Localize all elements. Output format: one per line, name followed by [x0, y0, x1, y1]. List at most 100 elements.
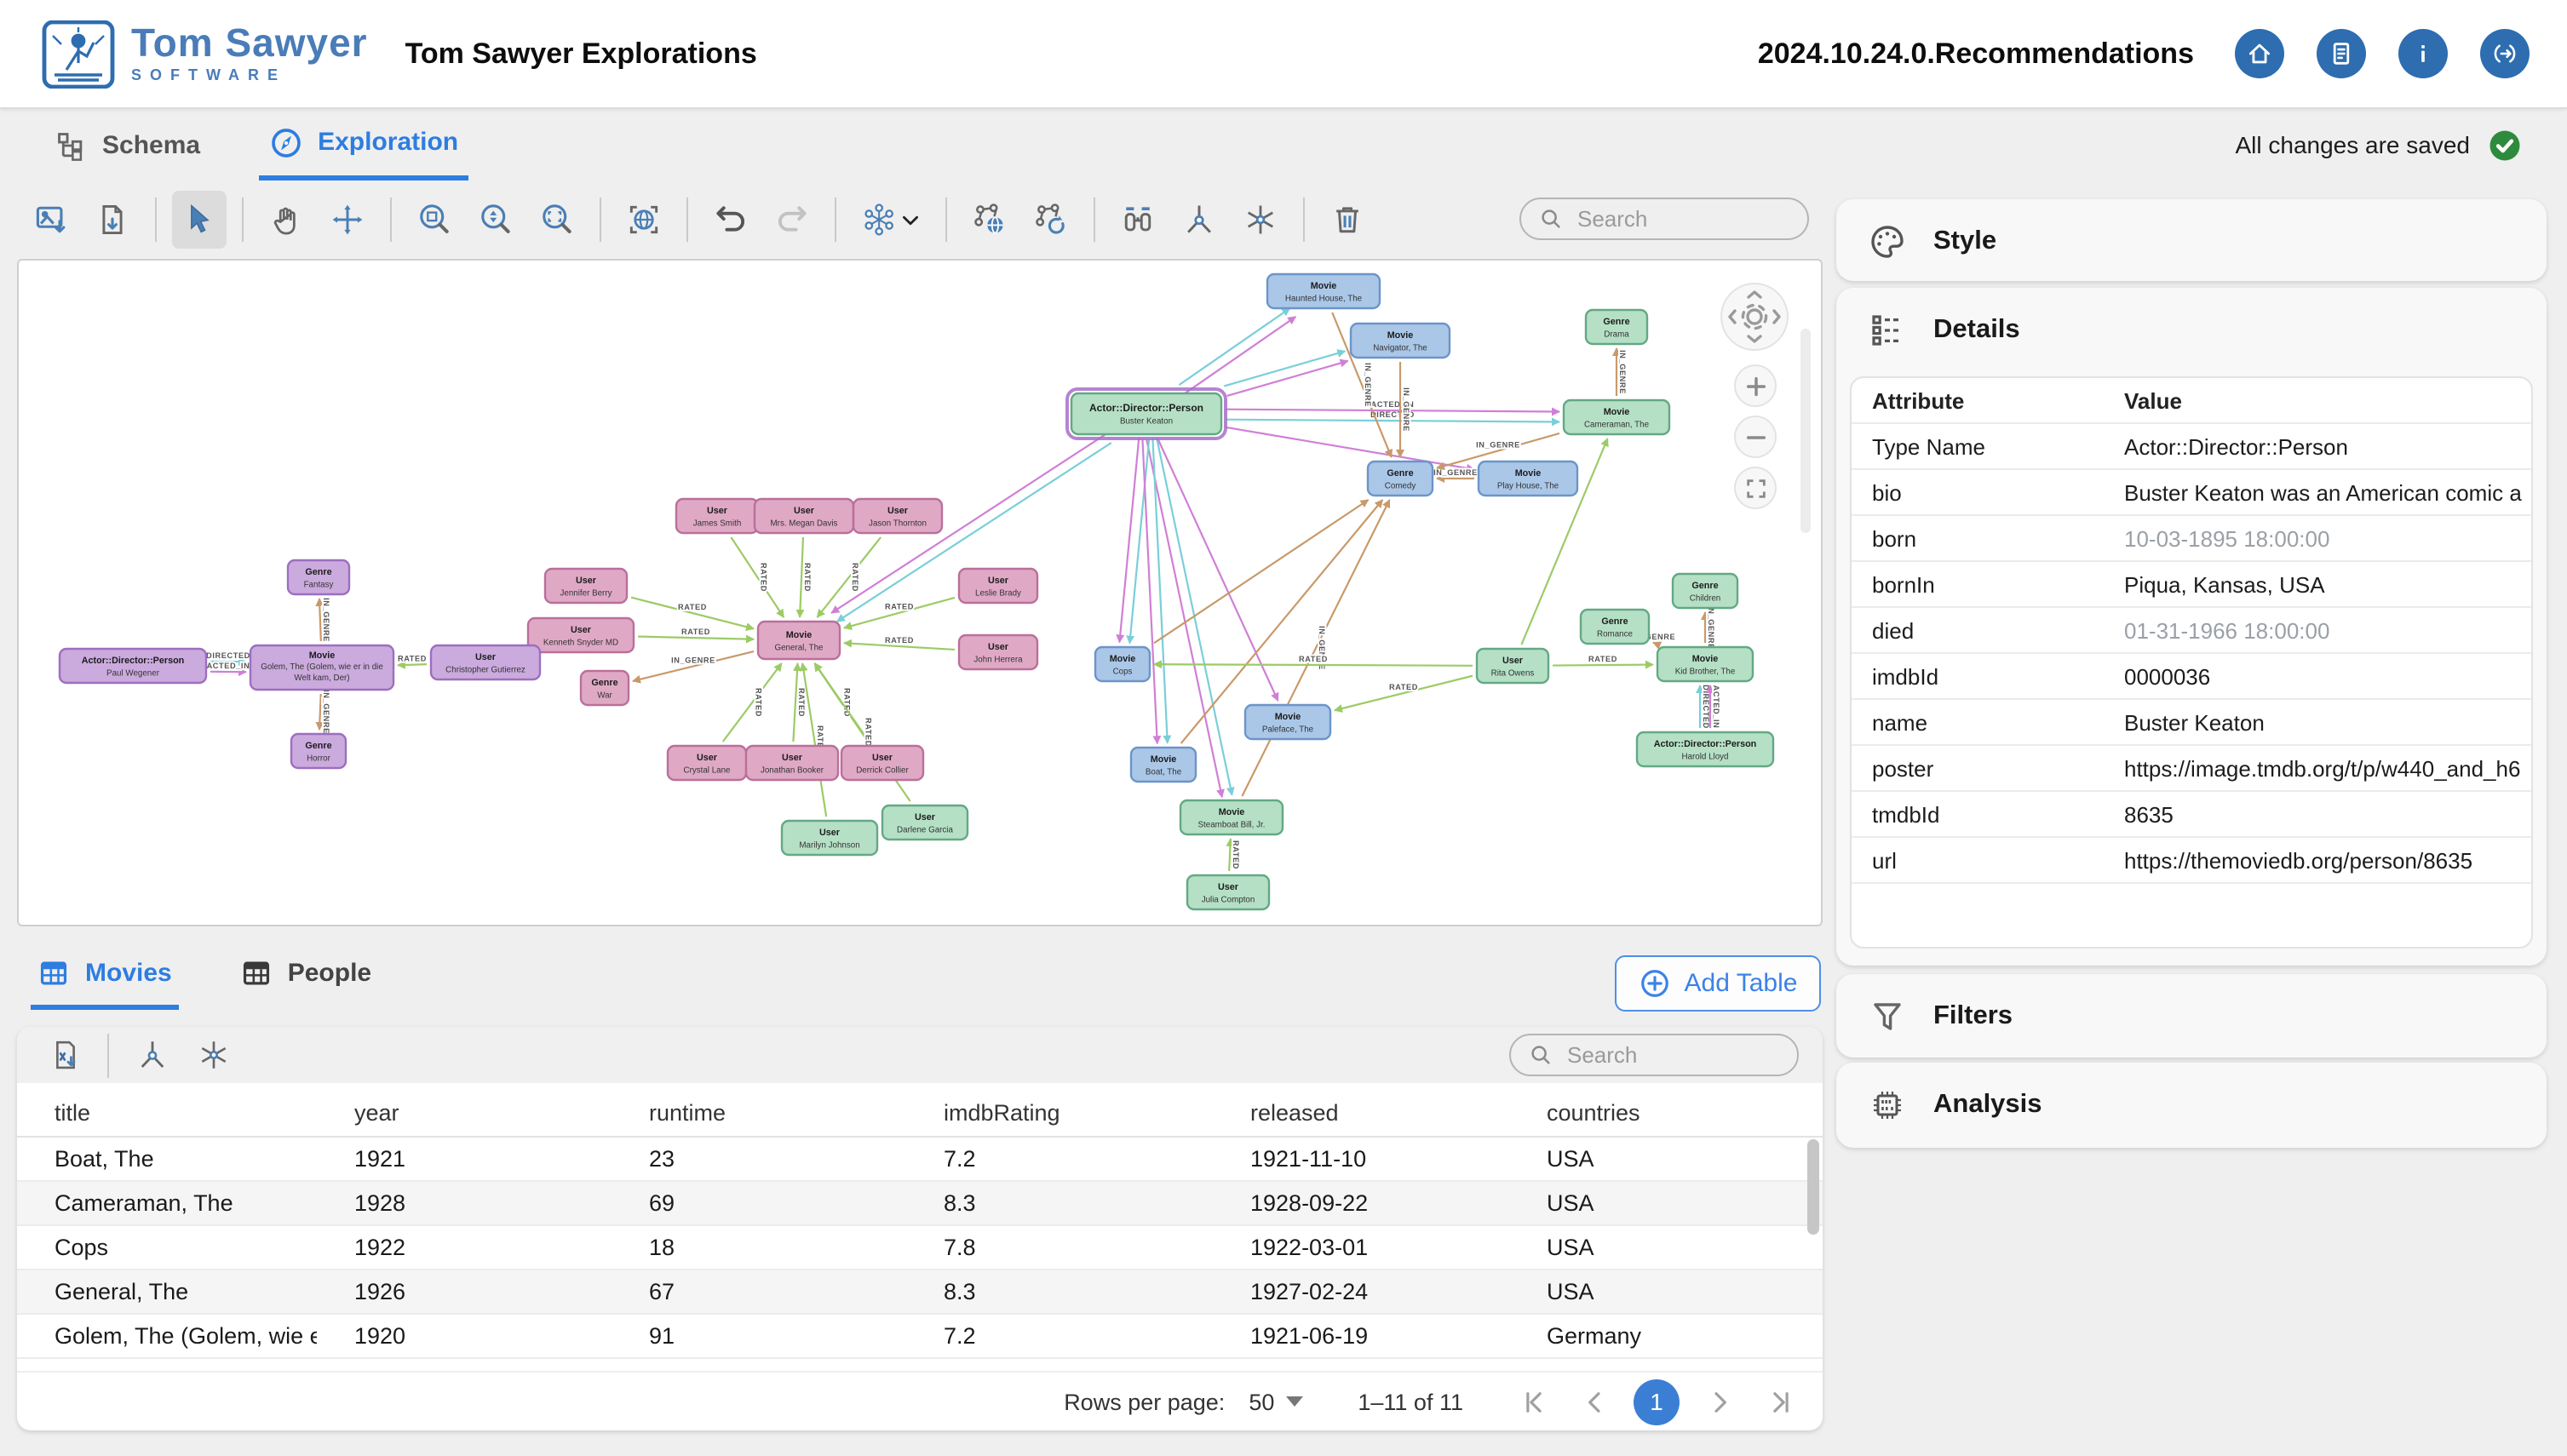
- column-header-countries[interactable]: countries: [1547, 1099, 1640, 1125]
- graph-node-war[interactable]: Genre War: [579, 669, 630, 707]
- graph-node-clane[interactable]: User Crystal Lane: [666, 744, 748, 782]
- graph-node-drama[interactable]: Genre Drama: [1584, 308, 1649, 346]
- graph-node-cgutierrez[interactable]: User Christopher Gutierrez: [429, 644, 542, 681]
- redo-button[interactable]: [765, 191, 819, 249]
- column-header-title[interactable]: title: [55, 1099, 91, 1125]
- find-button[interactable]: [1111, 191, 1165, 249]
- graph-canvas[interactable]: DIRECTED ACTED_IN RATED IN_GENRE IN_GENRE RAT…: [17, 259, 1823, 926]
- star-routing-button[interactable]: [186, 1027, 240, 1084]
- move-tool-button[interactable]: [320, 191, 375, 249]
- details-panel-header[interactable]: Details: [1836, 288, 2547, 373]
- graph-node-general[interactable]: Movie General, The: [756, 620, 841, 661]
- graph-node-romance[interactable]: Genre Romance: [1579, 608, 1651, 645]
- tab-schema[interactable]: Schema: [44, 109, 210, 181]
- next-page-button[interactable]: [1697, 1379, 1741, 1424]
- graph-nav-pad[interactable]: [1722, 284, 1787, 349]
- graph-search-input[interactable]: [1574, 204, 1785, 233]
- style-panel[interactable]: Style: [1836, 199, 2547, 281]
- table-search-input[interactable]: [1564, 1040, 1775, 1069]
- graph-node-boat[interactable]: Movie Boat, The: [1129, 746, 1197, 783]
- edge-label: RATED: [1588, 655, 1617, 663]
- report-button[interactable]: [2317, 29, 2366, 78]
- zoom-marquee-button[interactable]: [407, 191, 462, 249]
- select-tool-button[interactable]: [172, 191, 227, 249]
- graph-node-kidbrother[interactable]: Movie Kid Brother, The: [1656, 645, 1754, 683]
- junction-routing-button[interactable]: [124, 1027, 179, 1084]
- export-file-button[interactable]: [85, 191, 140, 249]
- graph-node-horror[interactable]: Genre Horror: [290, 732, 347, 770]
- table-row[interactable]: Cops 1922 18 7.8 1922-03-01 USA: [17, 1226, 1823, 1270]
- table-row[interactable]: Cameraman, The 1928 69 8.3 1928-09-22 USA: [17, 1182, 1823, 1226]
- graph-node-dcollier[interactable]: User Derrick Collier: [840, 744, 925, 782]
- table-row[interactable]: Golem, The (Golem, wie e 1920 91 7.2 1921-06…: [17, 1315, 1823, 1359]
- filters-panel[interactable]: Filters: [1836, 974, 2547, 1058]
- graph-node-jberry[interactable]: User Jennifer Berry: [543, 567, 629, 605]
- graph-node-cops[interactable]: Movie Cops: [1094, 645, 1151, 683]
- tab-people[interactable]: People: [233, 947, 378, 1005]
- graph-node-jsmith[interactable]: User James Smith: [675, 497, 760, 535]
- trash-icon: [1336, 207, 1358, 233]
- graph-node-mjohnson[interactable]: User Marilyn Johnson: [780, 819, 879, 857]
- graph-node-haunted[interactable]: Movie Haunted House, The: [1266, 272, 1381, 310]
- export-excel-button[interactable]: [37, 1027, 92, 1084]
- analysis-panel[interactable]: Analysis: [1836, 1063, 2547, 1148]
- table-row[interactable]: Boat, The 1921 23 7.2 1921-11-10 USA: [17, 1138, 1823, 1182]
- zoom-out-button[interactable]: [1736, 417, 1775, 456]
- fit-view-button[interactable]: [1736, 468, 1775, 507]
- graph-node-jbooker[interactable]: User Jonathan Booker: [744, 744, 840, 782]
- canvas-scrollbar[interactable]: [1800, 329, 1811, 533]
- table-scrollbar-thumb[interactable]: [1807, 1139, 1819, 1235]
- graph-node-fantasy[interactable]: Genre Fantasy: [286, 559, 351, 596]
- company-logo[interactable]: Tom Sawyer SOFTWARE: [41, 20, 368, 88]
- home-button[interactable]: [2235, 29, 2284, 78]
- zoom-in-button[interactable]: [1736, 366, 1775, 405]
- graph-node-comedy[interactable]: Genre Comedy: [1366, 460, 1434, 497]
- delete-button[interactable]: [1320, 191, 1375, 249]
- star-routing-button[interactable]: [1233, 191, 1288, 249]
- graph-node-jherrera[interactable]: User John Herrera: [957, 633, 1039, 671]
- graph-node-jcompton[interactable]: User Julia Compton: [1186, 874, 1271, 911]
- column-header-runtime[interactable]: runtime: [649, 1099, 726, 1125]
- tab-people-label: People: [287, 959, 372, 988]
- graph-node-children[interactable]: Genre Children: [1671, 572, 1739, 610]
- column-header-imdbRating[interactable]: imdbRating: [944, 1099, 1060, 1125]
- column-header-released[interactable]: released: [1250, 1099, 1339, 1125]
- export-image-button[interactable]: [24, 191, 78, 249]
- graph-node-dgarcia[interactable]: User Darlene Garcia: [881, 804, 969, 841]
- graph-node-ritaowens[interactable]: User Rita Owens: [1475, 647, 1550, 685]
- pan-tool-button[interactable]: [259, 191, 313, 249]
- fit-overview-button[interactable]: [617, 191, 671, 249]
- graph-node-jthornton[interactable]: User Jason Thornton: [852, 497, 944, 535]
- graph-node-lbrady[interactable]: User Leslie Brady: [957, 567, 1039, 605]
- layout-menu-button[interactable]: [852, 191, 930, 249]
- refresh-layout-button[interactable]: [1024, 191, 1078, 249]
- tab-movies[interactable]: Movies: [31, 947, 179, 1010]
- expand-neighbors-button[interactable]: [962, 191, 1017, 249]
- last-page-button[interactable]: [1758, 1379, 1802, 1424]
- info-button[interactable]: [2398, 29, 2448, 78]
- first-page-button[interactable]: [1511, 1379, 1555, 1424]
- graph-node-navigator[interactable]: Movie Navigator, The: [1349, 322, 1451, 359]
- graph-node-steamboat[interactable]: Movie Steamboat Bill, Jr.: [1179, 799, 1284, 836]
- zoom-fit-button[interactable]: [530, 191, 584, 249]
- junction-routing-button[interactable]: [1172, 191, 1226, 249]
- rows-per-page-select[interactable]: 50: [1249, 1389, 1304, 1414]
- column-header-year[interactable]: year: [354, 1099, 399, 1125]
- table-row[interactable]: General, The 1926 67 8.3 1927-02-24 USA: [17, 1270, 1823, 1315]
- graph-node-ksnyder[interactable]: User Kenneth Snyder MD: [526, 616, 635, 654]
- graph-node-mdavis[interactable]: User Mrs. Megan Davis: [753, 497, 855, 535]
- graph-node-cameraman[interactable]: Movie Cameraman, The: [1562, 398, 1671, 436]
- logout-button[interactable]: [2480, 29, 2530, 78]
- tab-exploration[interactable]: Exploration: [258, 109, 469, 181]
- add-table-button[interactable]: Add Table: [1615, 955, 1821, 1012]
- previous-page-button[interactable]: [1572, 1379, 1617, 1424]
- undo-button[interactable]: [703, 191, 758, 249]
- graph-node-paleface[interactable]: Movie Paleface, The: [1243, 703, 1332, 741]
- graph-node-playhouse[interactable]: Movie Play House, The: [1477, 460, 1579, 497]
- zoom-interactive-button[interactable]: [468, 191, 523, 249]
- current-page-button[interactable]: 1: [1634, 1379, 1680, 1424]
